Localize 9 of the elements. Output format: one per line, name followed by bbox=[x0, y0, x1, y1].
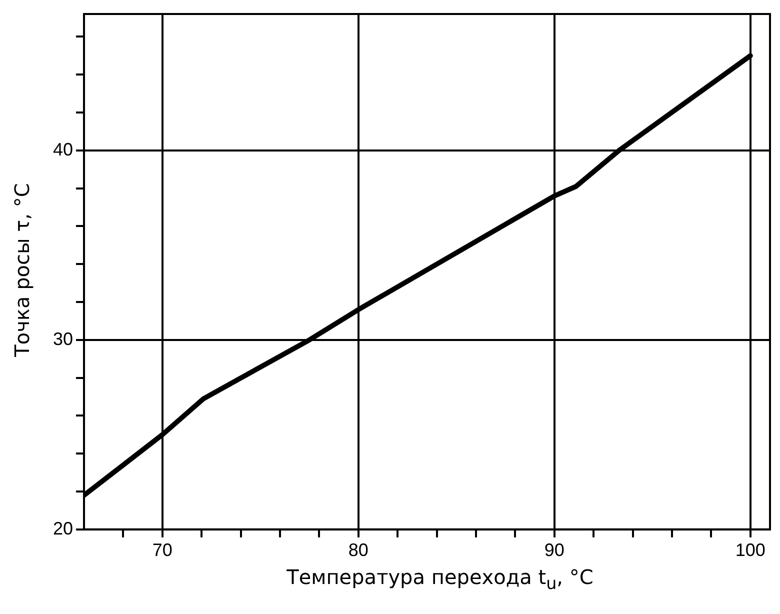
y-tick-label: 30 bbox=[52, 328, 74, 349]
x-tick-label: 100 bbox=[735, 540, 766, 560]
y-tick-label: 40 bbox=[52, 139, 74, 160]
x-tick-label: 90 bbox=[544, 540, 564, 560]
x-axis-title: Температура перехода t$_{u}$, °C bbox=[286, 565, 594, 593]
y-axis-title: Точка росы τ, °C bbox=[10, 183, 34, 357]
x-tick-label: 70 bbox=[152, 540, 172, 560]
x-tick-label: 80 bbox=[348, 540, 368, 560]
y-tick-label: 20 bbox=[52, 518, 74, 538]
